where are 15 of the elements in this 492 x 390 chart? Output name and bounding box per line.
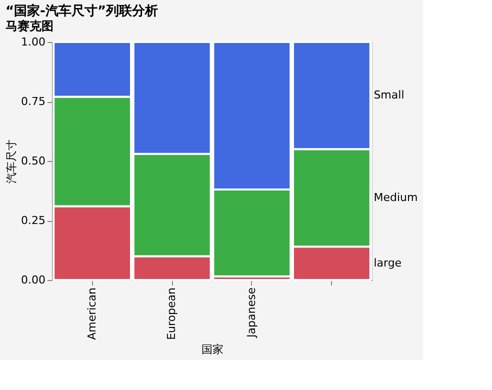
x-tick-label: American: [85, 287, 98, 340]
chart-title: “国家-汽车尺寸”列联分析: [6, 3, 158, 19]
y-tick-label: 1.00: [21, 36, 46, 48]
x-tick-label: Japanese: [244, 287, 258, 338]
x-axis-title: 国家: [202, 342, 224, 356]
x-tick-label: European: [165, 287, 178, 340]
y-axis-title: 汽车尺寸: [5, 140, 18, 184]
series-label: large: [374, 256, 402, 270]
series-label: Small: [374, 88, 404, 102]
series-label: Medium: [374, 190, 418, 204]
y-tick-label: 0.75: [21, 95, 46, 108]
chart-subtitle: 马赛克图: [6, 19, 54, 33]
y-tick-label: 0.00: [21, 274, 46, 286]
y-tick-label: 0.50: [21, 154, 46, 168]
y-tick-label: 0.25: [21, 214, 46, 227]
